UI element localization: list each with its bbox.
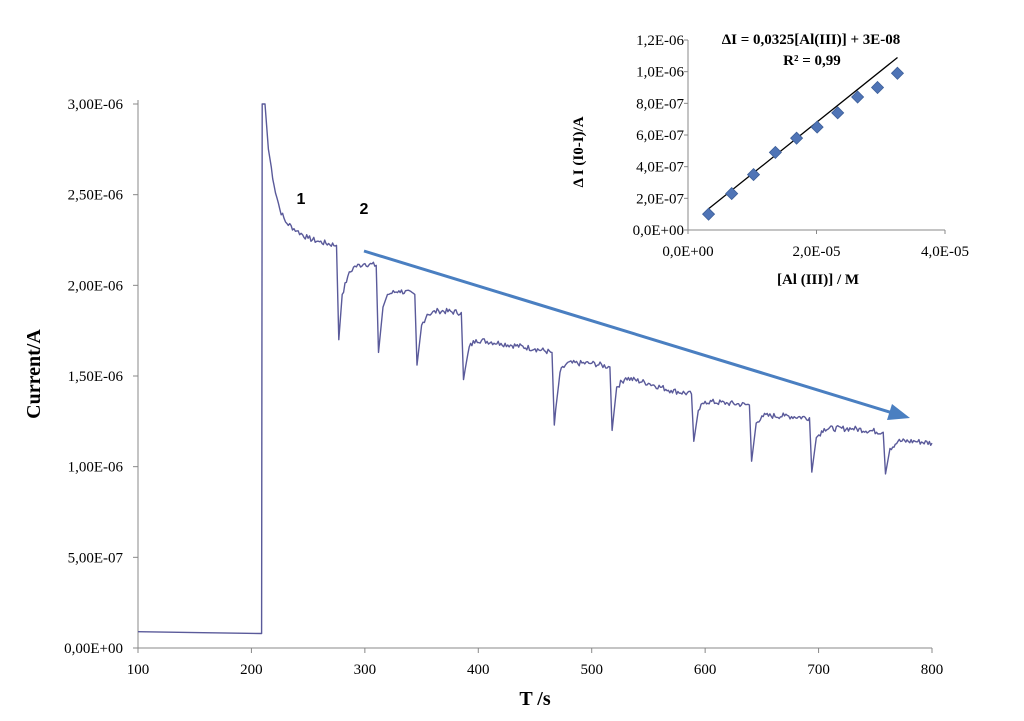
main-y-tick-label: 3,00E-06 bbox=[68, 97, 124, 113]
inset-y-tick-label: 0,0E+00 bbox=[633, 223, 684, 239]
main-x-tick-label: 200 bbox=[240, 662, 263, 678]
inset-data-points bbox=[701, 66, 905, 221]
trend-arrow bbox=[363, 249, 897, 416]
inset-data-point bbox=[746, 168, 761, 182]
inset-data-point bbox=[831, 106, 845, 120]
annotation-1: 1 bbox=[297, 191, 306, 208]
main-x-axis-title: T /s bbox=[519, 688, 551, 710]
annotation-2: 2 bbox=[360, 201, 369, 218]
inset-trendline bbox=[708, 56, 898, 210]
inset-x-tick-labels: 0,0E+00 2,0E-05 4,0E-05 bbox=[662, 230, 969, 260]
main-x-tick-label: 600 bbox=[694, 662, 717, 678]
inset-y-tick-label: 1,0E-06 bbox=[636, 65, 684, 81]
main-y-tick-label: 2,50E-06 bbox=[68, 188, 124, 204]
inset-x-tick-label: 2,0E-05 bbox=[793, 244, 841, 260]
inset-equation: ΔI = 0,0325[Al(III)] + 3E-08 bbox=[722, 32, 901, 48]
inset-y-tick-labels: 0,0E+00 2,0E-07 4,0E-07 6,0E-07 8,0E-07 1,0E-… bbox=[633, 33, 688, 239]
main-y-tick-label: 1,50E-06 bbox=[68, 369, 124, 385]
inset-data-point bbox=[851, 90, 865, 104]
inset-data-point bbox=[810, 120, 824, 134]
inset-r-squared: R² = 0,99 bbox=[783, 53, 841, 69]
inset-data-point bbox=[890, 66, 905, 80]
main-x-tick-label: 300 bbox=[354, 662, 377, 678]
inset-y-tick-label: 1,2E-06 bbox=[636, 33, 684, 49]
main-y-tick-label: 0,00E+00 bbox=[64, 641, 123, 657]
main-x-tick-label: 800 bbox=[921, 662, 944, 678]
inset-data-point bbox=[725, 187, 739, 201]
inset-data-point bbox=[768, 145, 782, 159]
main-x-tick-label: 100 bbox=[127, 662, 150, 678]
main-y-tick-labels: 0,00E+00 5,00E-07 1,00E-06 1,50E-06 2,00E-06… bbox=[64, 97, 138, 657]
inset-y-tick-label: 6,0E-07 bbox=[636, 128, 684, 144]
main-x-tick-label: 400 bbox=[467, 662, 490, 678]
main-y-tick-label: 1,00E-06 bbox=[68, 460, 124, 476]
main-x-tick-label: 700 bbox=[807, 662, 830, 678]
inset-data-point bbox=[701, 207, 716, 221]
current-trace-line bbox=[137, 103, 933, 635]
trend-arrowhead bbox=[887, 404, 910, 420]
inset-y-tick-label: 4,0E-07 bbox=[636, 160, 684, 176]
main-y-axis-title: Current/A bbox=[23, 329, 45, 419]
inset-y-tick-label: 8,0E-07 bbox=[636, 96, 684, 112]
main-y-tick-label: 2,00E-06 bbox=[68, 278, 124, 294]
inset-x-axis-title: [Al (III)] / M bbox=[777, 272, 859, 288]
inset-data-point bbox=[870, 80, 885, 95]
main-y-tick-label: 5,00E-07 bbox=[68, 550, 124, 566]
main-x-tick-label: 500 bbox=[580, 662, 603, 678]
inset-data-point bbox=[790, 131, 804, 145]
inset-y-tick-label: 2,0E-07 bbox=[636, 191, 684, 207]
inset-y-axis-title: Δ I (I0-I)/A bbox=[571, 116, 587, 187]
main-x-tick-labels: 100 200 300 400 500 600 700 800 bbox=[127, 648, 944, 678]
inset-x-tick-label: 4,0E-05 bbox=[921, 244, 969, 260]
inset-x-tick-label: 0,0E+00 bbox=[662, 244, 713, 260]
